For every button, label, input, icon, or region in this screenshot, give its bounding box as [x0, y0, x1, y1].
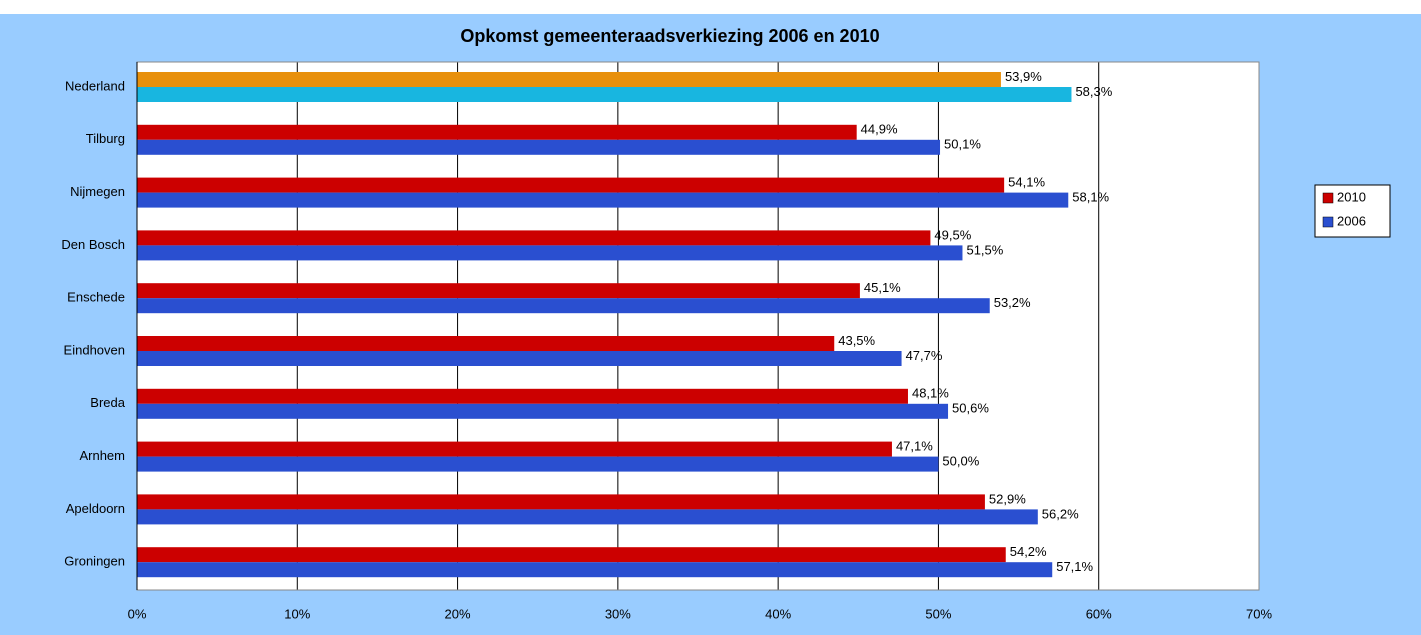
bar	[137, 124, 857, 140]
legend-label: 2006	[1337, 213, 1366, 228]
bar	[137, 139, 941, 155]
data-label: 45,1%	[864, 280, 901, 295]
bar	[137, 494, 985, 510]
x-tick-label: 20%	[445, 606, 471, 621]
x-tick-label: 70%	[1246, 606, 1272, 621]
y-tick-label: Breda	[90, 395, 125, 410]
y-tick-label: Nederland	[65, 78, 125, 93]
bar	[137, 192, 1069, 208]
bar	[137, 562, 1053, 578]
bar	[137, 177, 1005, 193]
bar	[137, 230, 931, 246]
bar	[137, 245, 963, 261]
bar	[137, 403, 949, 419]
y-tick-label: Nijmegen	[70, 184, 125, 199]
x-tick-label: 60%	[1086, 606, 1112, 621]
data-label: 53,9%	[1005, 69, 1042, 84]
legend-swatch	[1322, 192, 1334, 204]
data-label: 57,1%	[1056, 559, 1093, 574]
x-tick-label: 0%	[128, 606, 147, 621]
bar	[137, 388, 908, 404]
data-label: 58,1%	[1072, 190, 1109, 205]
bar	[137, 283, 860, 299]
data-label: 54,1%	[1008, 175, 1045, 190]
data-label: 47,1%	[896, 439, 933, 454]
x-tick-label: 10%	[284, 606, 310, 621]
bar	[137, 87, 1072, 102]
legend-label: 2010	[1337, 189, 1366, 204]
data-label: 51,5%	[966, 242, 1003, 257]
y-tick-label: Eindhoven	[64, 342, 125, 357]
data-label: 50,1%	[944, 137, 981, 152]
chart-title: Opkomst gemeenteraadsverkiezing 2006 en …	[460, 26, 879, 46]
data-label: 49,5%	[934, 227, 971, 242]
bar	[137, 72, 1001, 87]
data-label: 54,2%	[1010, 544, 1047, 559]
data-label: 44,9%	[861, 122, 898, 137]
data-label: 58,3%	[1075, 84, 1112, 99]
bar	[137, 351, 902, 366]
legend-swatch	[1322, 216, 1334, 228]
x-tick-label: 50%	[925, 606, 951, 621]
y-tick-label: Den Bosch	[61, 237, 125, 252]
y-tick-label: Groningen	[64, 554, 125, 569]
y-tick-label: Tilburg	[86, 131, 125, 146]
bar	[137, 298, 990, 314]
x-tick-label: 40%	[765, 606, 791, 621]
data-label: 48,1%	[912, 386, 949, 401]
data-label: 52,9%	[989, 491, 1026, 506]
data-label: 53,2%	[994, 295, 1031, 310]
data-label: 56,2%	[1042, 506, 1079, 521]
data-label: 47,7%	[906, 348, 943, 363]
bar	[137, 336, 835, 351]
y-tick-label: Enschede	[67, 290, 125, 305]
data-label: 50,6%	[952, 401, 989, 416]
y-tick-label: Arnhem	[79, 448, 125, 463]
data-label: 50,0%	[942, 454, 979, 469]
bar	[137, 456, 939, 472]
bar	[137, 547, 1006, 563]
bar	[137, 509, 1038, 525]
x-tick-label: 30%	[605, 606, 631, 621]
data-label: 43,5%	[838, 333, 875, 348]
y-tick-label: Apeldoorn	[66, 501, 125, 516]
bar	[137, 441, 892, 457]
